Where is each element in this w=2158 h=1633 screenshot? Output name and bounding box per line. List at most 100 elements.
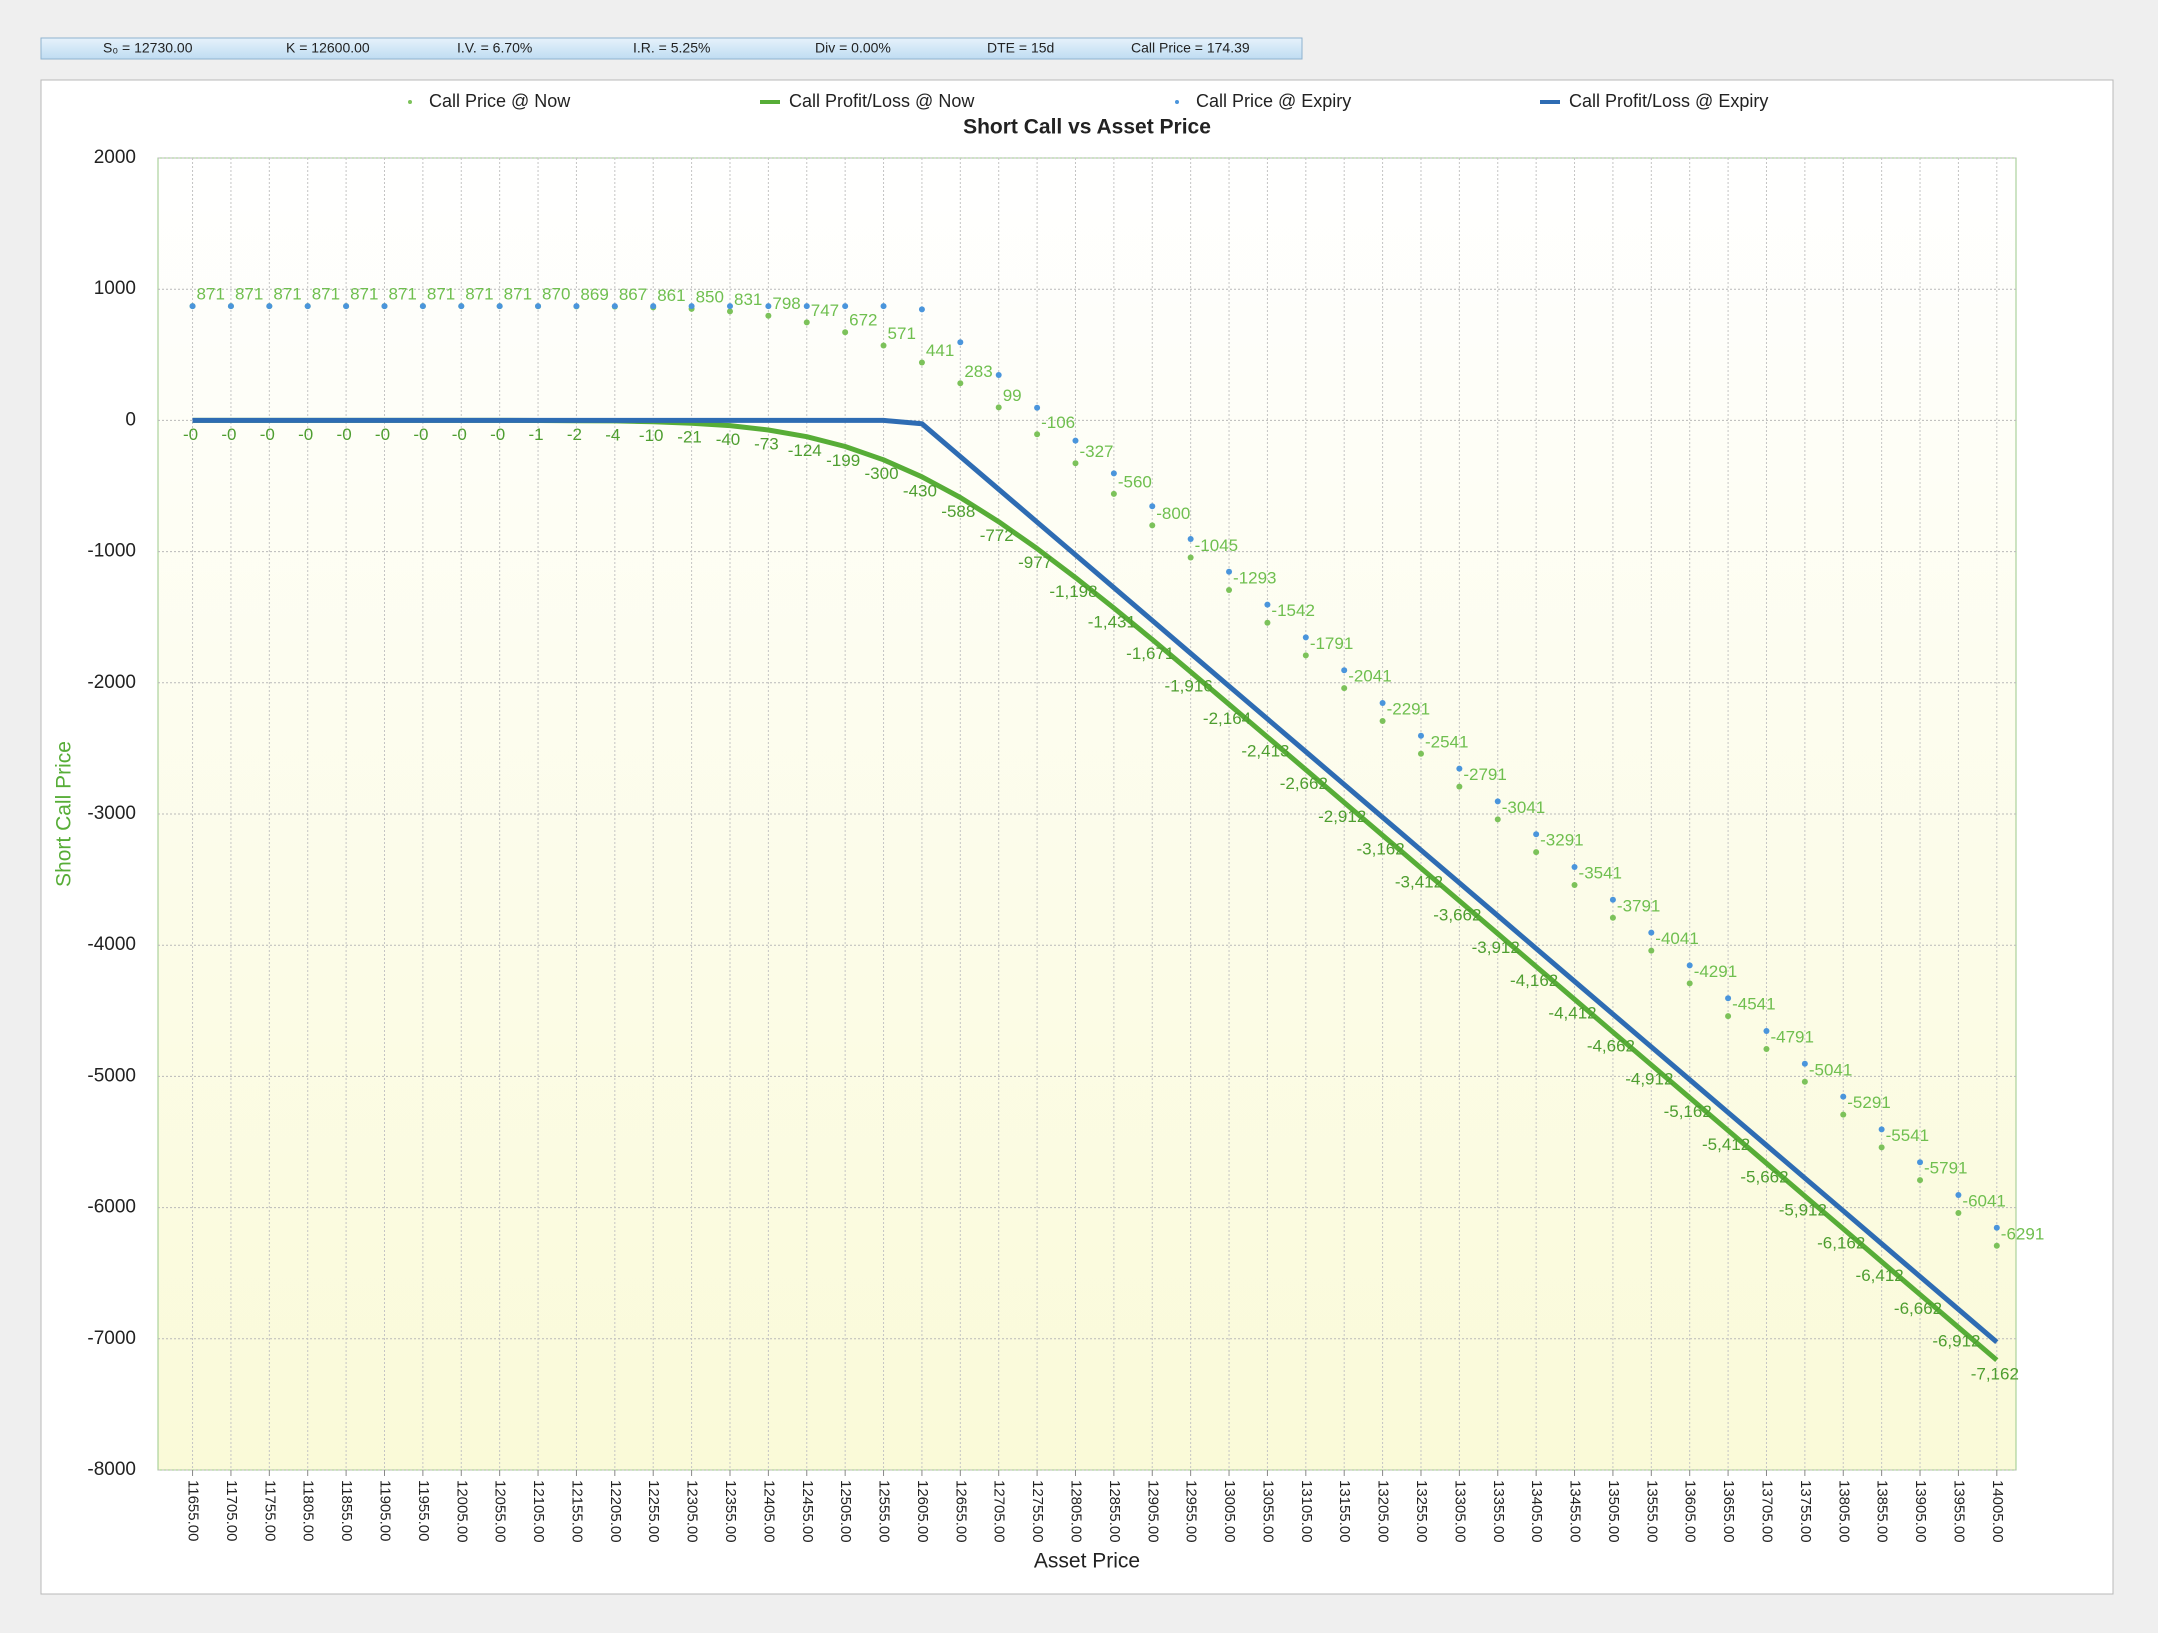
- x-tick-label: 12455.00: [799, 1480, 816, 1543]
- data-point: [1264, 601, 1271, 608]
- data-label: -0: [221, 425, 236, 444]
- x-tick-label: 12355.00: [722, 1480, 739, 1543]
- data-label: -0: [375, 425, 390, 444]
- parameter: DTE = 15d: [987, 40, 1054, 56]
- data-point: [1226, 568, 1233, 575]
- data-label: -2791: [1463, 765, 1506, 784]
- data-label: -6041: [1962, 1191, 2005, 1210]
- x-tick-label: 12905.00: [1144, 1480, 1161, 1543]
- data-point: [880, 342, 887, 349]
- data-point: [688, 303, 695, 310]
- data-point: [1648, 929, 1655, 936]
- x-tick-label: 12755.00: [1029, 1480, 1046, 1543]
- legend-label: Call Price @ Now: [429, 91, 571, 111]
- data-label: -2,413: [1241, 741, 1289, 760]
- data-point: [1725, 1013, 1732, 1020]
- data-label: -3791: [1617, 896, 1660, 915]
- data-label: -3291: [1540, 831, 1583, 850]
- data-label: 571: [888, 324, 916, 343]
- data-point: [1341, 667, 1348, 674]
- data-point: [1878, 1144, 1885, 1151]
- x-tick-label: 12855.00: [1106, 1480, 1123, 1543]
- data-label: -2041: [1348, 667, 1391, 686]
- y-tick-label: 2000: [94, 147, 136, 168]
- data-label: -0: [183, 425, 198, 444]
- x-tick-label: 13205.00: [1375, 1480, 1392, 1543]
- data-point: [1417, 750, 1424, 757]
- data-label: -2,164: [1203, 709, 1251, 728]
- parameter: Div = 0.00%: [815, 40, 891, 56]
- x-tick-label: 12805.00: [1068, 1480, 1085, 1543]
- data-point: [1648, 947, 1655, 954]
- x-tick-label: 13355.00: [1490, 1480, 1507, 1543]
- data-label: -124: [788, 441, 822, 460]
- data-label: -4,162: [1510, 971, 1558, 990]
- data-label: -199: [826, 451, 860, 470]
- data-label: 831: [734, 290, 762, 309]
- legend-label: Call Profit/Loss @ Expiry: [1569, 91, 1768, 111]
- data-label: -560: [1118, 472, 1152, 491]
- x-axis-label: Asset Price: [1034, 1550, 1140, 1573]
- x-tick-label: 12055.00: [492, 1480, 509, 1543]
- x-tick-label: 13505.00: [1605, 1480, 1622, 1543]
- x-tick-label: 13405.00: [1528, 1480, 1545, 1543]
- data-point: [1072, 437, 1079, 444]
- parameter: I.V. = 6.70%: [457, 40, 532, 56]
- x-tick-label: 13555.00: [1643, 1480, 1660, 1543]
- data-point: [1763, 1028, 1770, 1035]
- data-label: -2: [567, 425, 582, 444]
- data-label: -5791: [1924, 1159, 1967, 1178]
- y-tick-label: -5000: [87, 1065, 136, 1086]
- data-point: [1417, 732, 1424, 739]
- x-tick-label: 13455.00: [1567, 1480, 1584, 1543]
- data-point: [1379, 700, 1386, 707]
- y-tick-label: -4000: [87, 934, 136, 955]
- parameter: I.R. = 5.25%: [633, 40, 710, 56]
- data-label: -5,662: [1740, 1168, 1788, 1187]
- data-label: 871: [273, 285, 301, 304]
- x-tick-label: 13705.00: [1759, 1480, 1776, 1543]
- data-point: [1917, 1159, 1924, 1166]
- data-point: [1302, 634, 1309, 641]
- x-tick-label: 11905.00: [377, 1480, 394, 1541]
- data-label: -6,662: [1894, 1299, 1942, 1318]
- data-label: 871: [235, 285, 263, 304]
- data-point: [957, 339, 964, 346]
- data-point: [995, 372, 1002, 379]
- data-point: [1801, 1060, 1808, 1067]
- data-label: -10: [639, 426, 664, 445]
- data-label: -6,412: [1856, 1266, 1904, 1285]
- data-point: [1302, 652, 1309, 659]
- data-point: [458, 303, 465, 310]
- legend-symbol: [1175, 100, 1179, 104]
- data-point: [842, 329, 849, 336]
- data-label: 867: [619, 285, 647, 304]
- data-point: [1110, 470, 1117, 477]
- data-label: 871: [197, 285, 225, 304]
- data-point: [842, 303, 849, 310]
- data-point: [918, 306, 925, 313]
- data-point: [1533, 831, 1540, 838]
- x-tick-label: 12405.00: [760, 1480, 777, 1543]
- data-point: [803, 319, 810, 326]
- data-label: -4,662: [1587, 1037, 1635, 1056]
- data-point: [1034, 431, 1041, 438]
- x-tick-label: 11755.00: [261, 1480, 278, 1541]
- data-label: -0: [413, 425, 428, 444]
- data-label: -800: [1156, 504, 1190, 523]
- data-label: -21: [677, 428, 702, 447]
- x-tick-label: 11955.00: [415, 1480, 432, 1541]
- data-label: -6,162: [1817, 1233, 1865, 1252]
- parameter: K = 12600.00: [286, 40, 370, 56]
- data-label: -0: [452, 425, 467, 444]
- data-label: -4: [605, 425, 620, 444]
- data-label: -4,912: [1625, 1069, 1673, 1088]
- data-point: [1840, 1111, 1847, 1118]
- data-label: -5541: [1886, 1126, 1929, 1145]
- data-point: [381, 303, 388, 310]
- data-label: -4291: [1694, 962, 1737, 981]
- data-label: 441: [926, 341, 954, 360]
- x-tick-label: 12305.00: [684, 1480, 701, 1543]
- data-label: -430: [903, 481, 937, 500]
- data-point: [1187, 554, 1194, 561]
